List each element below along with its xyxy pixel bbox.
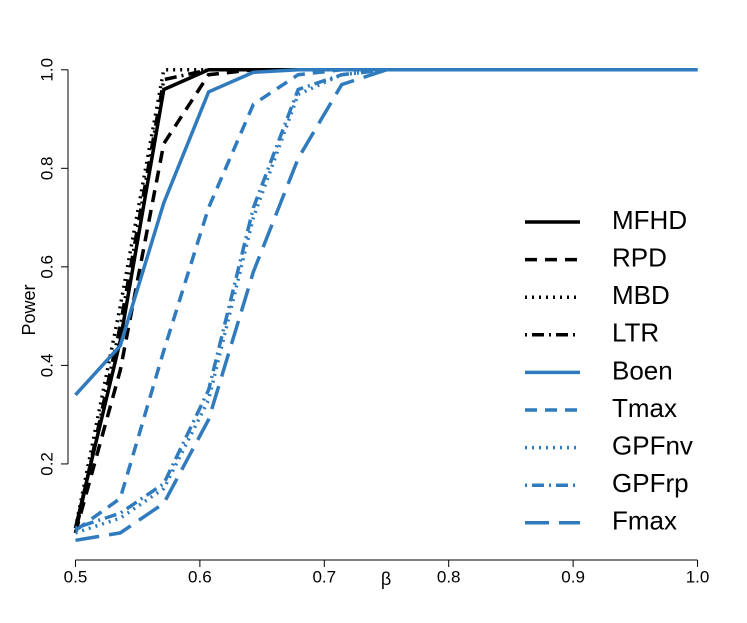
x-tick-label: 1.0 (686, 567, 710, 586)
x-tick-label: 0.5 (64, 567, 88, 586)
y-tick-label: 0.2 (37, 452, 56, 476)
legend-label: LTR (612, 318, 659, 348)
series-line (74, 68, 698, 397)
legend-label: Fmax (612, 506, 677, 536)
x-tick-label: 0.6 (188, 567, 212, 586)
legend-label: GPFrp (612, 468, 689, 498)
legend-label: MBD (612, 280, 670, 310)
legend-label: GPFnv (612, 430, 693, 460)
legend-label: MFHD (612, 205, 687, 235)
legend-label: Boen (612, 355, 673, 385)
legend-label: RPD (612, 242, 667, 272)
series-line (74, 68, 698, 535)
y-tick-label: 1.0 (37, 58, 56, 82)
x-tick-label: 0.9 (561, 567, 585, 586)
series-line (73, 68, 698, 534)
legend-label: Tmax (612, 393, 677, 423)
y-tick-label: 0.8 (37, 156, 56, 180)
y-tick-label: 0.4 (37, 354, 56, 378)
series-line (74, 68, 698, 530)
series-line (73, 68, 698, 534)
x-tick-label: 0.8 (437, 567, 461, 586)
x-axis-label: β (381, 569, 391, 589)
x-tick-label: 0.7 (312, 567, 336, 586)
y-tick-label: 0.6 (37, 255, 56, 279)
y-axis-label: Power (19, 284, 39, 335)
